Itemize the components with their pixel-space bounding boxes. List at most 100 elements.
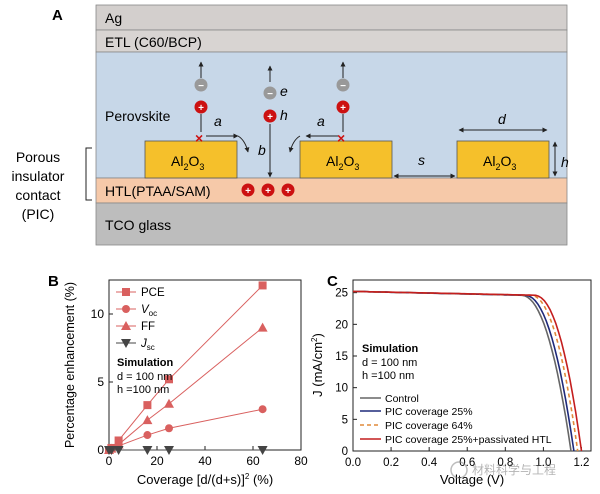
insulator-block-1: Al2O3 xyxy=(144,140,238,179)
legend-label: PIC coverage 25% xyxy=(385,406,473,418)
series-line-1 xyxy=(108,408,263,451)
svg-text:+: + xyxy=(198,103,204,114)
y-tick-label: 10 xyxy=(91,307,105,321)
ag-label: Ag xyxy=(105,10,122,26)
tco-layer xyxy=(95,202,568,246)
legend-marker xyxy=(121,321,131,330)
y-tick-label: 5 xyxy=(97,375,104,389)
svg-text:e: e xyxy=(280,83,288,99)
collected-holes: + + + xyxy=(241,183,295,197)
svg-text:d: d xyxy=(498,111,507,127)
data-point xyxy=(143,401,152,410)
plot-c-note: Simulation d = 100 nm h =100 nm xyxy=(362,343,419,382)
svg-text:+: + xyxy=(340,103,346,114)
svg-text:+: + xyxy=(265,186,271,197)
svg-text:insulator: insulator xyxy=(12,168,65,184)
panel-b: B 0 20 40 60 80 0 5 10 PCE Voc FF Jsc Simulation d… xyxy=(48,273,308,487)
legend-label: PIC coverage 64% xyxy=(385,420,473,432)
carrier-group-middle: − e + h b xyxy=(258,65,288,178)
svg-text:a: a xyxy=(214,113,222,129)
legend-label: PCE xyxy=(141,287,165,299)
plot-b-note: Simulation d = 100 nm h =100 nm xyxy=(117,357,174,396)
svg-text:×: × xyxy=(195,130,203,146)
svg-text:Simulation: Simulation xyxy=(117,357,174,369)
panel-a-label: A xyxy=(52,7,63,24)
etl-label: ETL (C60/BCP) xyxy=(105,34,202,50)
panel-a: A Ag ETL (C60/BCP) Perovskite HTL(PTAA/S… xyxy=(12,4,569,246)
svg-text:Simulation: Simulation xyxy=(362,343,419,355)
svg-text:b: b xyxy=(258,142,266,158)
x-tick-label: 0 xyxy=(106,454,113,468)
data-point xyxy=(142,415,153,425)
ag-layer xyxy=(95,4,568,31)
y-tick-label: 0 xyxy=(97,443,104,457)
plot-b-ylabel: Percentage enhancement (%) xyxy=(63,282,77,448)
carrier-group-left: − + × a xyxy=(194,61,250,153)
svg-text:−: − xyxy=(340,81,346,92)
y-tick-label: 5 xyxy=(342,414,348,426)
x-tick-label: 80 xyxy=(294,454,308,468)
svg-text:Al2O3: Al2O3 xyxy=(483,153,516,172)
svg-text:a: a xyxy=(317,113,325,129)
plot-b-legend: PCE Voc FF Jsc xyxy=(116,287,165,352)
data-point xyxy=(143,431,152,440)
svg-text:Al2O3: Al2O3 xyxy=(171,153,204,172)
svg-text:h: h xyxy=(561,154,569,170)
watermark: 材料科学与工程 xyxy=(450,461,556,479)
plot-c-ylabel: J (mA/cm2) xyxy=(310,333,325,397)
plot-b-xlabel: Coverage [d/(d+s)]2 (%) xyxy=(137,472,273,487)
x-tick-label: 40 xyxy=(198,454,212,468)
data-point xyxy=(113,446,124,455)
tco-label: TCO glass xyxy=(105,217,171,233)
x-tick-label: 0.4 xyxy=(421,457,438,469)
svg-text:d = 100 nm: d = 100 nm xyxy=(117,371,172,383)
data-point xyxy=(258,405,267,414)
legend-marker xyxy=(121,339,131,348)
legend-label: Jsc xyxy=(140,338,155,352)
legend-label: Voc xyxy=(141,304,157,318)
data-point xyxy=(106,446,117,455)
dimension-d: d xyxy=(458,111,548,133)
x-tick-label: 0.8 xyxy=(497,457,513,469)
svg-text:+: + xyxy=(285,186,291,197)
y-tick-label: 10 xyxy=(335,383,348,395)
svg-text:+: + xyxy=(245,186,251,197)
data-point xyxy=(164,398,174,408)
y-tick-label: 15 xyxy=(335,351,348,363)
svg-text:contact: contact xyxy=(15,187,60,203)
svg-text:−: − xyxy=(267,89,273,100)
svg-text:Porous: Porous xyxy=(16,149,60,165)
y-tick-label: 20 xyxy=(335,319,348,331)
legend-label: PIC coverage 25%+passivated HTL xyxy=(385,434,552,446)
data-point xyxy=(164,446,174,455)
legend-label: Control xyxy=(385,393,419,405)
svg-text:h: h xyxy=(280,107,288,123)
data-point xyxy=(258,281,267,290)
plot-c-frame xyxy=(352,279,592,452)
x-tick-label: 20 xyxy=(150,454,164,468)
x-tick-label: 1.0 xyxy=(535,457,551,469)
dimension-s: s xyxy=(393,152,456,179)
x-tick-label: 60 xyxy=(246,454,260,468)
pic-bracket xyxy=(85,147,92,201)
data-point xyxy=(165,375,173,384)
perovskite-label: Perovskite xyxy=(105,108,171,124)
plot-c-xlabel: Voltage (V) xyxy=(440,472,504,487)
plot-b-axes: 0 20 40 60 80 0 5 10 xyxy=(91,307,308,468)
svg-text:(PIC): (PIC) xyxy=(22,206,55,222)
svg-text:d = 100 nm: d = 100 nm xyxy=(362,357,417,369)
insulator-block-3: Al2O3 xyxy=(456,140,550,179)
plot-c-axes: 0.0 0.2 0.4 0.6 0.8 1.0 1.2 0 5 10 15 20 25 xyxy=(335,288,589,469)
panel-c: C 0.0 0.2 0.4 0.6 0.8 1.0 1.2 0 5 10 15 20 25 Contro… xyxy=(310,273,592,487)
plot-c-series xyxy=(352,290,583,452)
legend-marker xyxy=(122,305,130,313)
legend-marker xyxy=(122,288,130,296)
x-tick-label: 0.2 xyxy=(383,457,399,469)
panel-b-label: B xyxy=(48,273,59,290)
insulator-block-2: Al2O3 xyxy=(299,140,393,179)
carrier-group-right: − + × a xyxy=(288,61,350,153)
htl-label: HTL(PTAA/SAM) xyxy=(105,183,211,199)
data-point xyxy=(257,446,268,455)
